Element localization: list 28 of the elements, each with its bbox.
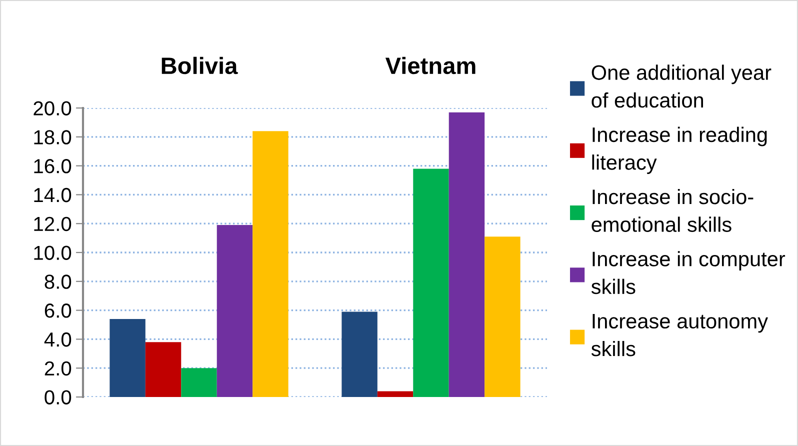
bar (145, 342, 182, 397)
y-tick-label: 4.0 (44, 332, 72, 347)
y-tick-label: 0.0 (44, 390, 72, 404)
y-tick-label: 14.0 (34, 188, 72, 202)
y-tick-label: 16.0 (34, 159, 72, 174)
legend-label: One additional year of education (592, 64, 772, 108)
y-tick-label: 20.0 (34, 101, 72, 116)
bar (181, 368, 217, 397)
bar (484, 236, 520, 397)
bar (252, 131, 288, 397)
x-tick-label: Vietnam (385, 56, 476, 74)
bar (448, 112, 485, 397)
legend-label: Increase autonomy skills (591, 314, 768, 356)
bar (413, 168, 449, 397)
y-tick-label: 10.0 (34, 246, 72, 260)
y-tick-label: 18.0 (34, 130, 72, 144)
y-tick-label: 6.0 (44, 304, 72, 318)
bar (342, 312, 378, 397)
bar (110, 318, 146, 397)
x-tick-label: Bolivia (162, 56, 238, 74)
y-tick-label: 2.0 (44, 361, 72, 376)
bar (377, 391, 414, 397)
bar (216, 225, 253, 397)
y-tick-label: 8.0 (44, 274, 72, 289)
y-tick-label: 12.0 (34, 216, 72, 232)
legend-label: Increase in reading literacy (592, 126, 767, 174)
legend-label: Increase in computer skills (591, 251, 786, 294)
legend-label: Increase in socio-emotional skills (592, 188, 754, 232)
